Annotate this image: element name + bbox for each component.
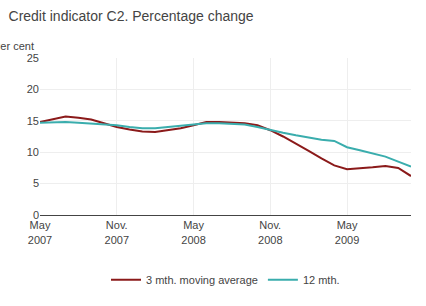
svg-text:3 mth. moving average: 3 mth. moving average xyxy=(146,274,258,286)
svg-text:Nov.2007: Nov.2007 xyxy=(105,219,129,245)
svg-text:Credit indicator C2. Percentag: Credit indicator C2. Percentage change xyxy=(9,8,254,24)
svg-text:15: 15 xyxy=(27,115,39,127)
svg-text:20: 20 xyxy=(27,83,39,95)
svg-text:Nov.2008: Nov.2008 xyxy=(258,219,282,245)
svg-text:May2008: May2008 xyxy=(181,219,205,245)
svg-text:May2009: May2009 xyxy=(335,219,359,245)
svg-text:5: 5 xyxy=(33,177,39,189)
svg-text:May2007: May2007 xyxy=(28,219,52,245)
svg-text:25: 25 xyxy=(27,52,39,64)
svg-text:Per cent: Per cent xyxy=(0,40,34,52)
svg-text:12 mth.: 12 mth. xyxy=(303,274,340,286)
svg-text:0: 0 xyxy=(33,209,39,221)
svg-text:10: 10 xyxy=(27,146,39,158)
